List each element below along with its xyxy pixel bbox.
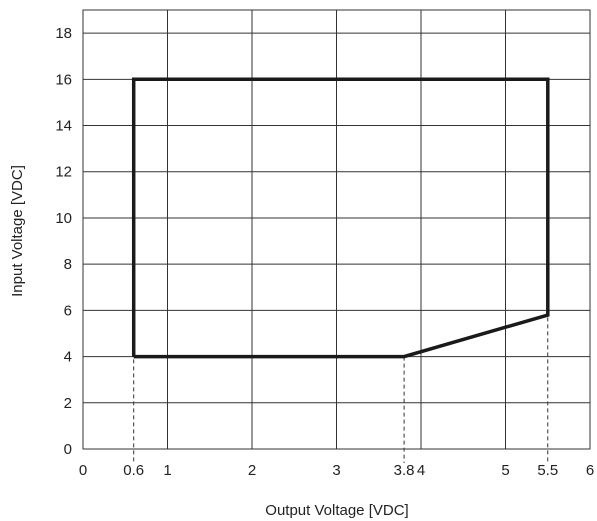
y-tick-label: 16: [55, 71, 72, 88]
x-tick-labels: 0 0.6 1 2 3 3.8 4 5 5.5 6: [79, 462, 594, 479]
y-tick-label: 14: [55, 118, 72, 135]
y-tick-label: 10: [55, 210, 72, 227]
y-tick-label: 8: [64, 256, 72, 273]
x-axis-label: Output Voltage [VDC]: [265, 502, 408, 519]
x-tick-label: 4: [417, 462, 425, 479]
x-tick-label: 3: [332, 462, 340, 479]
y-tick-label: 2: [64, 395, 72, 412]
x-tick-label: 0.6: [123, 462, 144, 479]
reference-lines: [133, 79, 549, 463]
y-tick-label: 6: [64, 302, 72, 319]
x-tick-label: 5: [501, 462, 509, 479]
y-axis-label: Input Voltage [VDC]: [9, 165, 26, 297]
y-tick-label: 12: [55, 164, 72, 181]
x-tick-label: 1: [163, 462, 171, 479]
y-tick-label: 4: [64, 349, 72, 366]
x-tick-label: 0: [79, 462, 87, 479]
x-tick-label: 6: [586, 462, 594, 479]
y-tick-label: 0: [64, 441, 72, 458]
y-tick-labels: 0 2 4 6 8 10 12 14 16 18: [55, 25, 72, 458]
grid-lines: [82, 9, 591, 450]
x-tick-label: 2: [248, 462, 256, 479]
x-tick-label: 5.5: [537, 462, 558, 479]
operating-area-boundary: [131, 77, 550, 359]
x-tick-label: 3.8: [394, 462, 415, 479]
y-tick-label: 18: [55, 25, 72, 42]
